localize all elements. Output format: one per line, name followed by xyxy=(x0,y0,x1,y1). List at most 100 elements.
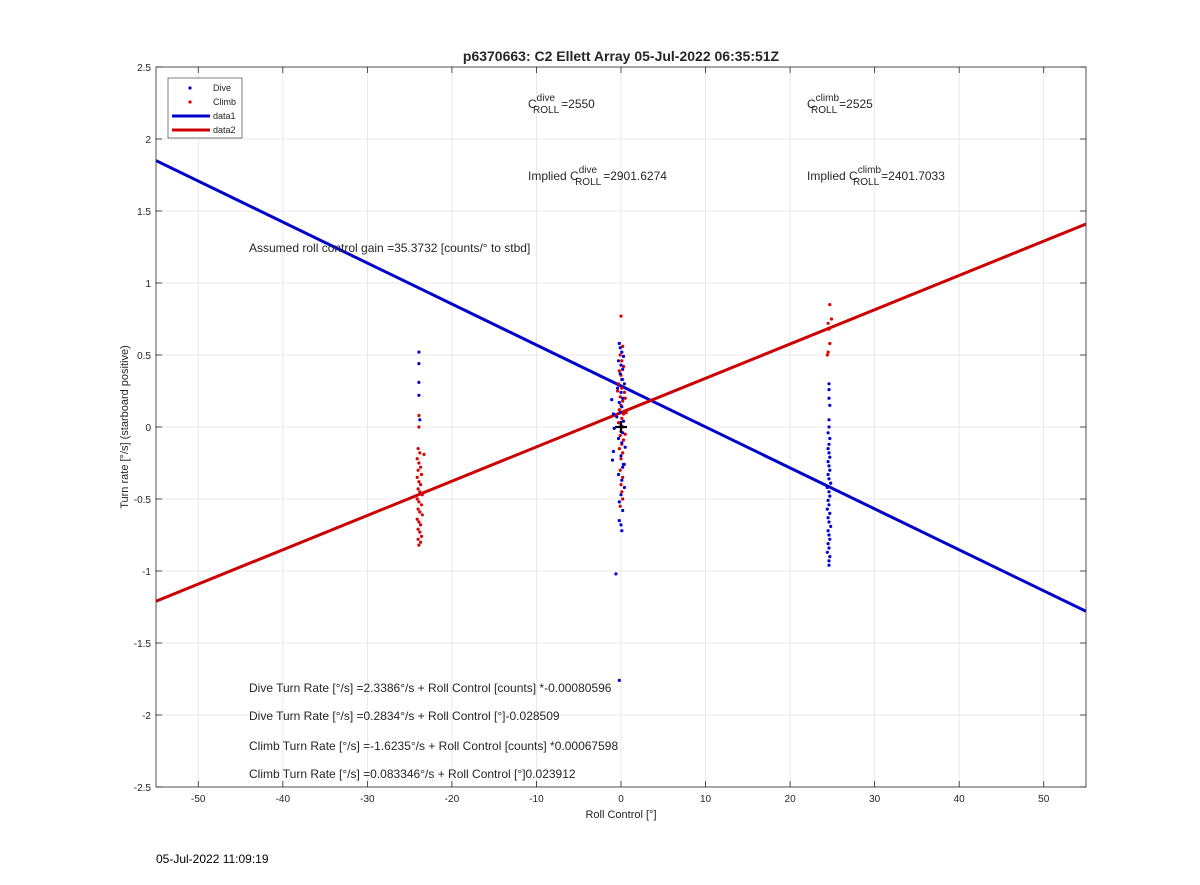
point-dive xyxy=(622,382,627,386)
point-climb xyxy=(418,530,422,534)
annotation-eq-dive-counts: Dive Turn Rate [°/s] =2.3386°/s + Roll C… xyxy=(249,681,612,695)
point-climb xyxy=(419,483,423,487)
point-dive xyxy=(621,419,626,423)
point-dive xyxy=(827,477,831,481)
point-dive xyxy=(619,454,623,458)
point-climb xyxy=(415,517,419,521)
point-climb xyxy=(415,475,419,479)
point-climb xyxy=(617,408,621,412)
axis-ticks: -50 -40 -30 -20 -10 0 10 20 30 40 50-2.5-2-1.5-1-0… xyxy=(134,63,1086,805)
point-dive xyxy=(828,403,832,407)
point-dive xyxy=(827,396,831,400)
point-dive xyxy=(620,377,624,382)
y-tick-label: -2.5 xyxy=(134,783,152,794)
point-dive xyxy=(623,445,627,449)
point-dive xyxy=(826,472,830,477)
point-climb xyxy=(621,497,625,501)
point-dive xyxy=(827,425,831,429)
point-dive xyxy=(618,411,622,415)
point-climb xyxy=(415,457,419,461)
point-dive xyxy=(616,436,621,441)
point-dive xyxy=(617,341,621,346)
point-climb xyxy=(829,317,834,321)
point-climb xyxy=(416,537,420,541)
point-dive xyxy=(417,350,421,354)
annotation-implied-dive: Implied Cdive ROLL =2901.6274 xyxy=(528,165,667,188)
legend: Dive Climb data1 data2 xyxy=(167,77,243,139)
annotation-implied-climb: Implied Cclimb ROLL =2401.7033 xyxy=(807,165,945,188)
point-climb xyxy=(619,314,623,318)
point-dive xyxy=(828,436,832,441)
point-dive xyxy=(620,441,624,445)
point-climb xyxy=(417,461,421,465)
point-dive xyxy=(828,537,832,541)
point-climb xyxy=(415,497,419,501)
legend-label-data1: data1 xyxy=(213,111,236,121)
point-dive xyxy=(828,494,832,498)
point-dive xyxy=(827,503,831,507)
point-dive xyxy=(622,485,627,490)
point-dive xyxy=(826,516,830,520)
point-climb xyxy=(826,321,830,325)
point-climb xyxy=(621,475,625,479)
point-climb xyxy=(420,513,424,517)
point-dive xyxy=(621,396,625,400)
point-dive xyxy=(617,519,621,523)
origin-marker xyxy=(615,421,627,433)
x-tick-label: 30 xyxy=(869,794,881,805)
point-climb xyxy=(620,490,624,494)
point-dive xyxy=(618,372,622,376)
point-dive xyxy=(826,498,830,502)
point-dive xyxy=(827,490,831,494)
annotations: Cdive ROLL =2550 Cclimb ROLL =2525 Implied C… xyxy=(249,93,945,781)
x-tick-label: -50 xyxy=(191,794,206,805)
point-dive xyxy=(621,465,625,469)
point-climb xyxy=(617,447,621,451)
point-dive xyxy=(826,460,830,464)
point-climb xyxy=(416,447,420,451)
point-dive xyxy=(611,412,616,416)
x-tick-label: -20 xyxy=(445,794,460,805)
x-tick-label: 50 xyxy=(1038,794,1050,805)
y-tick-label: 0.5 xyxy=(137,351,151,362)
legend-box xyxy=(167,77,243,139)
point-dive xyxy=(829,481,833,485)
point-climb xyxy=(618,353,622,357)
point-dive xyxy=(617,678,621,683)
x-tick-label: 20 xyxy=(785,794,797,805)
point-dive xyxy=(827,382,831,386)
y-tick-label: -0.5 xyxy=(134,495,152,506)
point-dive xyxy=(825,507,829,511)
x-tick-label: 0 xyxy=(618,794,624,805)
point-climb xyxy=(416,527,420,531)
point-climb xyxy=(417,480,421,484)
point-climb xyxy=(617,369,621,373)
point-climb xyxy=(419,472,424,477)
legend-swatch-climb xyxy=(188,100,192,104)
point-climb xyxy=(417,520,421,524)
point-climb xyxy=(621,399,625,403)
point-dive xyxy=(620,350,624,354)
legend-label-climb: Climb xyxy=(213,97,236,107)
point-climb xyxy=(620,386,624,390)
point-climb xyxy=(419,465,423,469)
point-climb xyxy=(417,413,421,418)
point-dive xyxy=(828,511,832,515)
point-dive xyxy=(618,346,622,350)
point-dive xyxy=(621,508,625,513)
point-climb xyxy=(420,493,424,497)
point-dive xyxy=(827,388,831,392)
point-climb xyxy=(621,364,626,369)
point-climb xyxy=(620,416,624,420)
point-dive xyxy=(417,380,421,384)
point-climb xyxy=(616,389,620,393)
data-points xyxy=(415,303,834,683)
y-tick-label: -1.5 xyxy=(134,639,152,650)
point-dive xyxy=(620,405,624,409)
point-climb xyxy=(419,503,424,507)
point-dive xyxy=(827,442,831,446)
point-dive xyxy=(828,468,832,472)
point-dive xyxy=(826,431,830,435)
point-dive xyxy=(619,363,623,367)
point-dive xyxy=(611,449,616,454)
